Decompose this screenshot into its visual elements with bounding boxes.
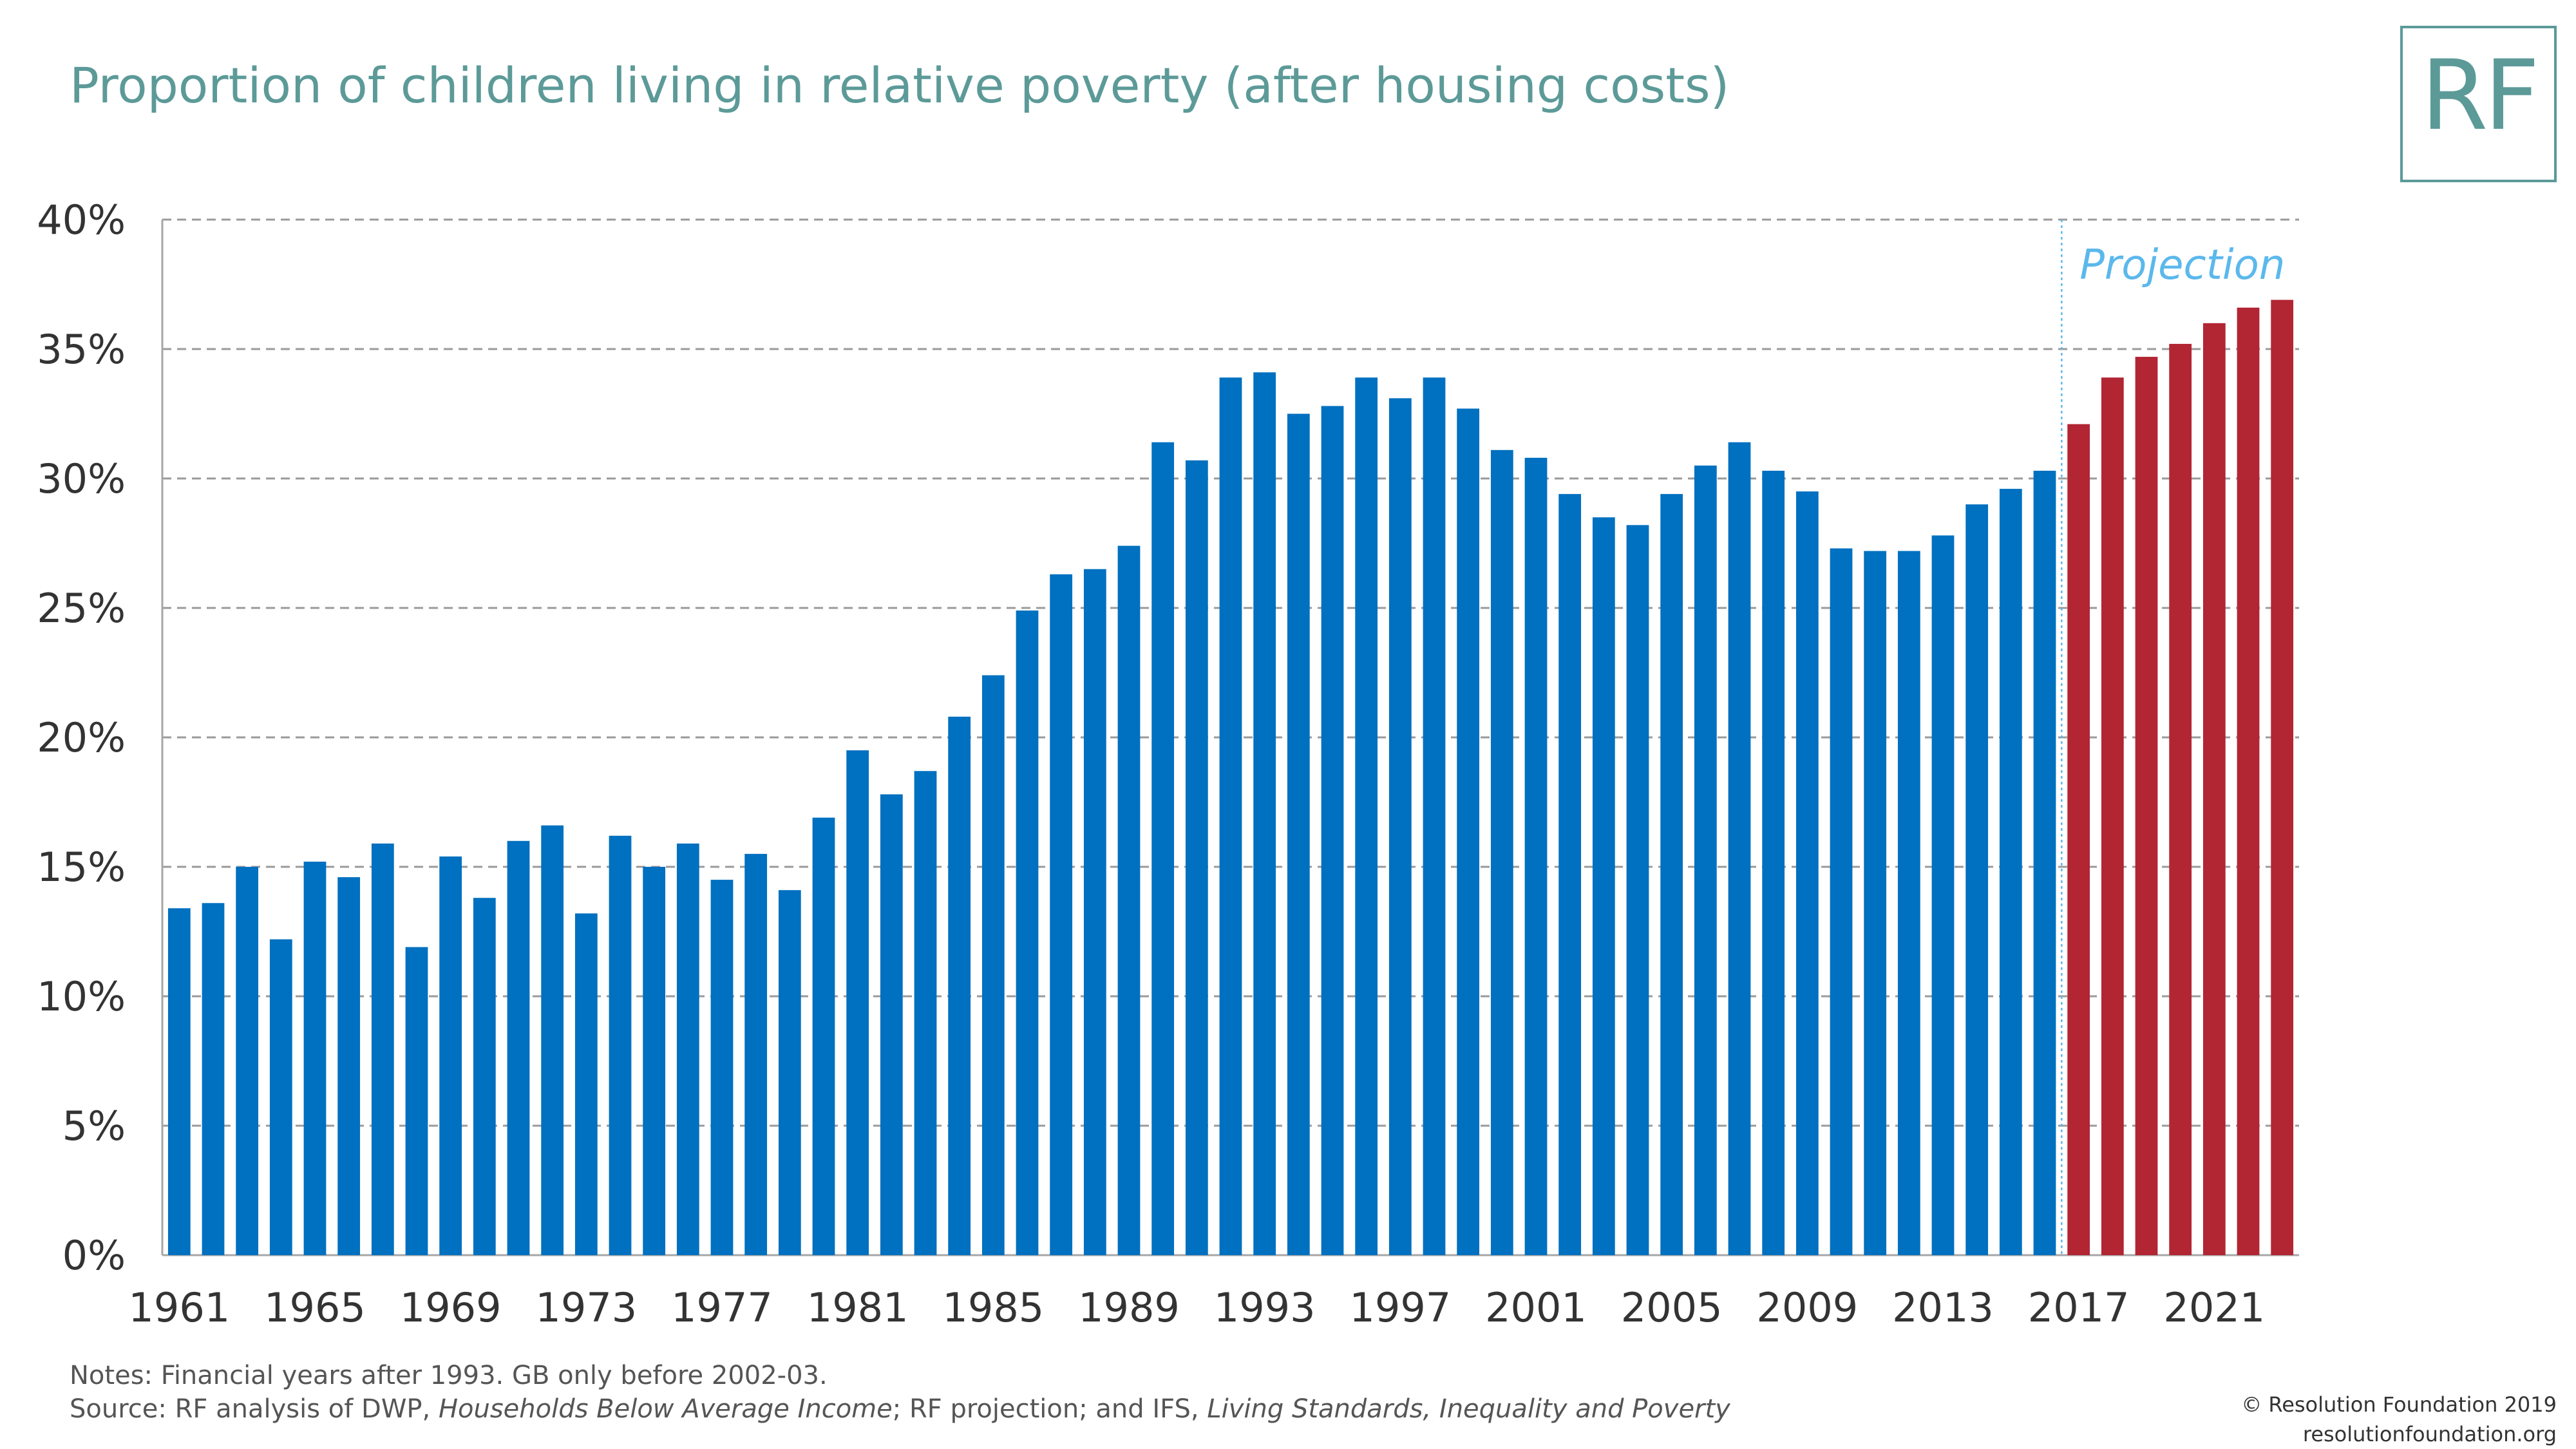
bar-actual-1996	[1355, 377, 1378, 1255]
bar-actual-1984	[948, 716, 971, 1255]
bar-actual-2003	[1592, 517, 1615, 1255]
bar-actual-1969	[439, 856, 462, 1255]
bar-actual-1999	[1457, 408, 1480, 1256]
bar-actual-2004	[1626, 525, 1649, 1255]
x-tick-label: 1985	[942, 1284, 1044, 1331]
rf-logo-text: RF	[2421, 40, 2540, 152]
bar-actual-1980	[812, 817, 835, 1255]
bar-actual-1998	[1423, 377, 1446, 1255]
chart-title: Proportion of children living in relativ…	[70, 57, 1730, 114]
bar-actual-2010	[1830, 548, 1853, 1255]
bar-actual-2012	[1897, 551, 1920, 1255]
x-tick-label: 1977	[671, 1284, 773, 1331]
bar-actual-1979	[778, 890, 801, 1255]
bar-actual-2006	[1694, 465, 1717, 1255]
notes-line: Notes: Financial years after 1993. GB on…	[70, 1361, 828, 1390]
rf-logo: RF	[2400, 26, 2557, 182]
x-tick-label: 2017	[2028, 1284, 2130, 1331]
y-tick-label: 20%	[37, 714, 126, 761]
bar-actual-1990	[1151, 442, 1175, 1255]
bar-actual-1973	[574, 913, 598, 1255]
bar-actual-1989	[1117, 545, 1141, 1255]
x-tick-label: 1989	[1078, 1284, 1180, 1331]
x-tick-label: 1973	[535, 1284, 637, 1331]
bar-actual-1961	[167, 908, 191, 1255]
bar-actual-1994	[1287, 413, 1310, 1255]
bar-projection-2022	[2237, 307, 2260, 1256]
x-tick-label: 1997	[1349, 1284, 1451, 1331]
y-tick-label: 40%	[37, 196, 126, 243]
x-tick-label: 1969	[400, 1284, 502, 1331]
bar-actual-1985	[981, 675, 1005, 1255]
bar-actual-1964	[269, 939, 292, 1255]
bar-actual-2014	[1965, 504, 1989, 1256]
bar-actual-1977	[710, 880, 734, 1255]
bar-actual-1976	[676, 843, 699, 1255]
website-line: resolutionfoundation.org	[2302, 1422, 2557, 1446]
x-tick-label: 1981	[807, 1284, 909, 1331]
bar-actual-1981	[846, 750, 869, 1255]
bar-actual-2005	[1660, 494, 1683, 1255]
bar-actual-2002	[1558, 494, 1582, 1255]
bar-actual-2011	[1864, 551, 1887, 1255]
copyright-line: © Resolution Foundation 2019	[2241, 1392, 2557, 1417]
chart-notes: Notes: Financial years after 1993. GB on…	[70, 1359, 1730, 1426]
bar-projection-2019	[2135, 357, 2158, 1255]
bar-actual-1970	[473, 898, 496, 1255]
x-tick-label: 1993	[1214, 1284, 1316, 1331]
bar-actual-1987	[1050, 574, 1073, 1255]
x-tick-label: 2001	[1485, 1284, 1587, 1331]
bar-actual-1978	[744, 853, 768, 1255]
bar-actual-2009	[1795, 491, 1819, 1255]
projection-label: Projection	[2079, 242, 2285, 289]
x-tick-label: 2013	[1892, 1284, 1994, 1331]
bar-actual-1986	[1016, 611, 1039, 1255]
bar-actual-1983	[914, 771, 937, 1255]
x-tick-label: 1961	[128, 1284, 230, 1331]
bar-actual-2001	[1524, 457, 1548, 1255]
bar-actual-1967	[371, 843, 394, 1255]
bar-actual-1995	[1321, 406, 1344, 1256]
bar-actual-1997	[1388, 398, 1412, 1255]
bar-actual-1982	[880, 794, 903, 1255]
bar-actual-2000	[1490, 450, 1513, 1255]
source-line: Source: RF analysis of DWP, Households B…	[70, 1394, 1730, 1424]
copyright: © Resolution Foundation 2019 resolutionf…	[2241, 1390, 2557, 1449]
bar-actual-1974	[609, 835, 632, 1255]
bar-actual-1962	[202, 903, 225, 1255]
y-tick-label: 25%	[37, 585, 126, 632]
x-tick-label: 2021	[2163, 1284, 2265, 1331]
bar-actual-1992	[1219, 377, 1242, 1255]
x-tick-label: 1965	[264, 1284, 366, 1331]
bar-actual-2016	[2033, 470, 2056, 1256]
bar-actual-1963	[236, 867, 259, 1255]
bar-actual-1971	[507, 840, 530, 1255]
bar-projection-2017	[2067, 424, 2090, 1255]
bar-actual-1993	[1253, 372, 1276, 1256]
y-tick-label: 30%	[37, 455, 126, 502]
bar-actual-1968	[405, 947, 428, 1255]
bar-actual-1991	[1185, 460, 1208, 1255]
bar-actual-2007	[1728, 442, 1751, 1255]
bar-actual-1966	[337, 877, 361, 1255]
bar-projection-2018	[2101, 377, 2124, 1255]
y-tick-label: 10%	[37, 973, 126, 1020]
y-tick-label: 35%	[37, 326, 126, 373]
bar-actual-1972	[541, 825, 564, 1255]
x-tick-label: 2005	[1621, 1284, 1723, 1331]
bar-actual-2015	[1999, 489, 2022, 1255]
bar-actual-2013	[1931, 535, 1955, 1256]
bar-projection-2023	[2271, 299, 2294, 1255]
bar-actual-1975	[643, 867, 666, 1255]
bar-actual-1965	[303, 861, 327, 1255]
x-tick-label: 2009	[1756, 1284, 1858, 1331]
bar-projection-2021	[2202, 323, 2226, 1255]
y-tick-label: 15%	[37, 844, 126, 891]
bar-actual-2008	[1762, 470, 1785, 1256]
y-tick-label: 5%	[62, 1103, 126, 1150]
y-tick-label: 0%	[62, 1232, 126, 1279]
bar-actual-1988	[1083, 569, 1106, 1256]
bar-projection-2020	[2169, 343, 2192, 1256]
